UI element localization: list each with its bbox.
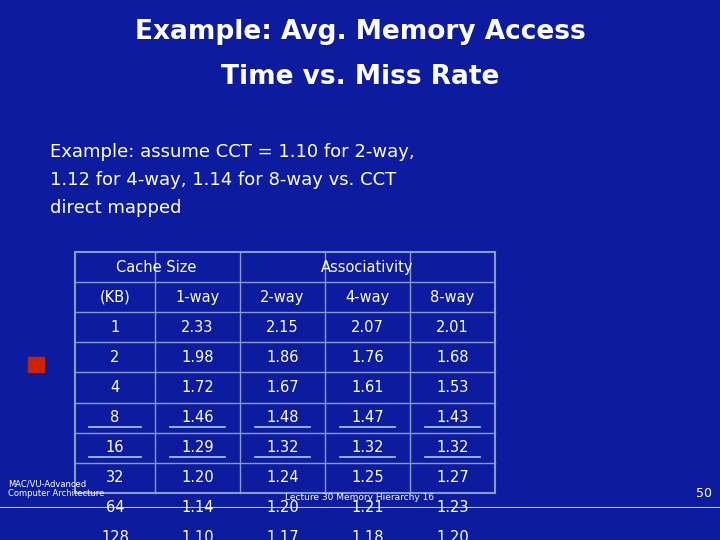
Text: 1.32: 1.32	[351, 440, 384, 455]
Text: 50: 50	[696, 487, 712, 501]
Text: MAC/VU-Advanced
Computer Architecture: MAC/VU-Advanced Computer Architecture	[8, 479, 104, 498]
Text: 1.23: 1.23	[436, 501, 469, 515]
Text: 1.48: 1.48	[266, 410, 299, 425]
Text: 1.20: 1.20	[266, 501, 299, 515]
Text: 2.07: 2.07	[351, 320, 384, 335]
Text: 2-way: 2-way	[261, 289, 305, 305]
Text: Lecture 30 Memory Hierarchy 16: Lecture 30 Memory Hierarchy 16	[285, 493, 435, 502]
Text: 64: 64	[106, 501, 125, 515]
Text: Associativity: Associativity	[321, 260, 414, 275]
Text: 1.43: 1.43	[436, 410, 469, 425]
Text: 1.46: 1.46	[181, 410, 214, 425]
Text: 1.25: 1.25	[351, 470, 384, 485]
Text: 1.20: 1.20	[436, 530, 469, 540]
Text: 1.24: 1.24	[266, 470, 299, 485]
Text: 1.61: 1.61	[351, 380, 384, 395]
Text: 1-way: 1-way	[176, 289, 220, 305]
Text: 16: 16	[106, 440, 125, 455]
Text: 1.10: 1.10	[181, 530, 214, 540]
Text: 2.01: 2.01	[436, 320, 469, 335]
Text: (KB): (KB)	[99, 289, 130, 305]
Text: 1.47: 1.47	[351, 410, 384, 425]
Text: 1.67: 1.67	[266, 380, 299, 395]
Text: 128: 128	[101, 530, 129, 540]
Text: 1.72: 1.72	[181, 380, 214, 395]
Text: 2.15: 2.15	[266, 320, 299, 335]
Text: 1.21: 1.21	[351, 501, 384, 515]
Text: 4: 4	[110, 380, 120, 395]
Text: Time vs. Miss Rate: Time vs. Miss Rate	[221, 64, 499, 90]
Text: 1.29: 1.29	[181, 440, 214, 455]
Text: 1.32: 1.32	[266, 440, 299, 455]
Text: 8-way: 8-way	[431, 289, 474, 305]
Text: 1.27: 1.27	[436, 470, 469, 485]
Bar	[75, 252, 495, 493]
Text: 1.20: 1.20	[181, 470, 214, 485]
Text: 1.86: 1.86	[266, 350, 299, 365]
Text: 4-way: 4-way	[346, 289, 390, 305]
Text: Example: assume CCT = 1.10 for 2-way,: Example: assume CCT = 1.10 for 2-way,	[50, 143, 415, 161]
Text: direct mapped: direct mapped	[50, 199, 181, 218]
Text: 1.53: 1.53	[436, 380, 469, 395]
Text: Example: Avg. Memory Access: Example: Avg. Memory Access	[135, 19, 585, 45]
Text: 2.33: 2.33	[181, 320, 214, 335]
Text: Cache Size: Cache Size	[116, 260, 197, 275]
Text: 1.18: 1.18	[351, 530, 384, 540]
Text: 1.14: 1.14	[181, 501, 214, 515]
Text: 1.76: 1.76	[351, 350, 384, 365]
Text: 2: 2	[110, 350, 120, 365]
Text: 1: 1	[110, 320, 120, 335]
Text: 8: 8	[110, 410, 120, 425]
Bar	[28, 357, 44, 373]
Text: 1.68: 1.68	[436, 350, 469, 365]
Text: 1.12 for 4-way, 1.14 for 8-way vs. CCT: 1.12 for 4-way, 1.14 for 8-way vs. CCT	[50, 171, 396, 189]
Text: 1.98: 1.98	[181, 350, 214, 365]
Text: 1.32: 1.32	[436, 440, 469, 455]
Text: 32: 32	[106, 470, 125, 485]
Text: 1.17: 1.17	[266, 530, 299, 540]
